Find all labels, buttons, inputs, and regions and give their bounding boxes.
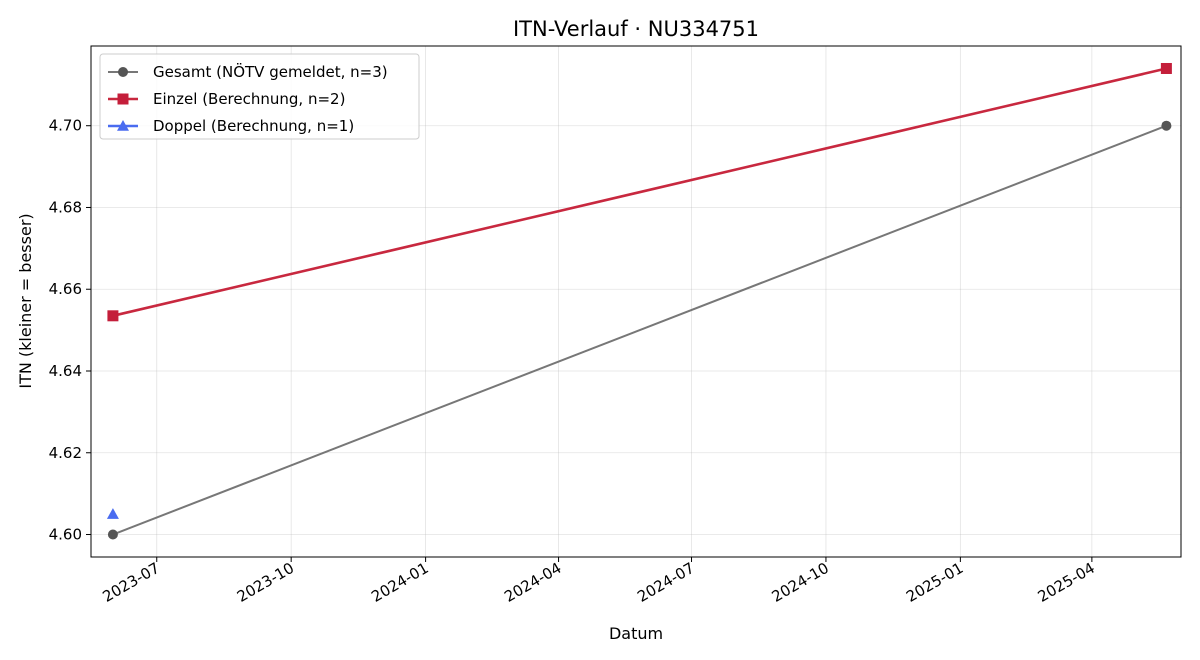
grid-lines <box>91 46 1181 557</box>
legend-box <box>99 53 420 140</box>
x-tick-label: 2024-01 <box>368 559 431 606</box>
x-tick-label: 2023-07 <box>99 559 162 606</box>
data-point <box>107 529 118 540</box>
y-tick-label: 4.60 <box>49 526 82 544</box>
x-tick-label: 2024-04 <box>501 559 564 606</box>
series-2 <box>106 508 119 519</box>
legend: Gesamt (NÖTV gemeldet, n=3) Einzel (Berec… <box>99 53 420 140</box>
legend-label: Einzel (Berechnung, n=2) <box>153 90 345 108</box>
x-tick-label: 2024-10 <box>769 559 832 606</box>
y-tick-label: 4.66 <box>49 280 82 298</box>
y-tick-label: 4.64 <box>49 362 82 380</box>
y-tick-label: 4.70 <box>49 117 82 135</box>
data-point <box>107 310 119 322</box>
series-line <box>112 67 1167 318</box>
plot-frame <box>90 45 1182 558</box>
data-point <box>106 508 119 519</box>
chart-title: ITN-Verlauf · NU334751 <box>513 17 759 41</box>
y-tick-label: 4.68 <box>49 198 82 216</box>
y-axis-label: ITN (kleiner = besser) <box>16 213 35 388</box>
series-line <box>112 124 1167 536</box>
x-tick-label: 2024-07 <box>634 559 697 606</box>
x-tick-label: 2025-04 <box>1035 559 1098 606</box>
series-layer <box>106 62 1172 540</box>
data-point <box>1160 62 1172 74</box>
legend-marker <box>117 120 129 131</box>
legend-marker <box>118 67 128 77</box>
legend-label: Gesamt (NÖTV gemeldet, n=3) <box>153 62 388 81</box>
series-1 <box>107 62 1172 322</box>
series-0 <box>107 120 1172 540</box>
y-axis-ticks: 4.60 4.62 4.64 4.66 4.68 4.70 <box>49 117 91 544</box>
x-axis-ticks: 2023-07 2023-10 2024-01 2024-04 2024-07 2024-… <box>99 557 1098 606</box>
x-axis-label: Datum <box>609 624 663 643</box>
x-tick-label: 2025-01 <box>903 559 966 606</box>
x-tick-label: 2023-10 <box>234 559 297 606</box>
y-tick-label: 4.62 <box>49 444 82 462</box>
legend-label: Doppel (Berechnung, n=1) <box>153 117 354 135</box>
data-point <box>1161 120 1172 131</box>
legend-marker <box>117 93 129 105</box>
